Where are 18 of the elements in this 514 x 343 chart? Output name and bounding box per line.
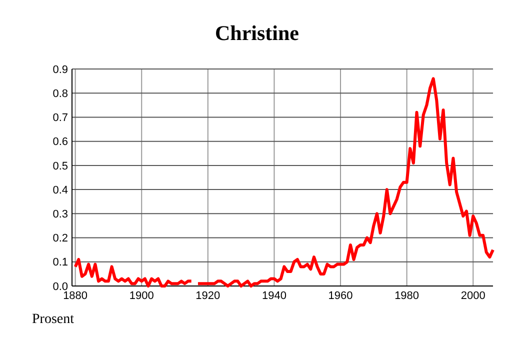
y-tick-label: 0.9 (52, 64, 68, 76)
y-tick-label: 0.2 (52, 232, 68, 245)
x-tick-label: 1920 (196, 290, 220, 302)
x-tick-label: 2000 (460, 290, 486, 302)
y-tick-label: 0.6 (52, 136, 68, 148)
x-tick-label: 1940 (262, 290, 286, 302)
y-axis-title: Prosent (32, 312, 74, 327)
x-tick-label: 1960 (328, 290, 353, 302)
y-tick-label: 0.3 (52, 208, 68, 221)
y-tick-label: 0.7 (52, 112, 68, 124)
y-tick-label: 0.4 (52, 184, 68, 196)
y-tick-label: 0.5 (52, 160, 68, 172)
chart-title: Christine (215, 21, 299, 45)
x-tick-label: 1980 (394, 290, 420, 302)
y-tick-label: 0.8 (52, 88, 68, 100)
y-tick-label: 0.1 (52, 256, 68, 269)
x-tick-label: 1880 (63, 290, 88, 302)
x-tick-label: 1900 (129, 290, 154, 302)
